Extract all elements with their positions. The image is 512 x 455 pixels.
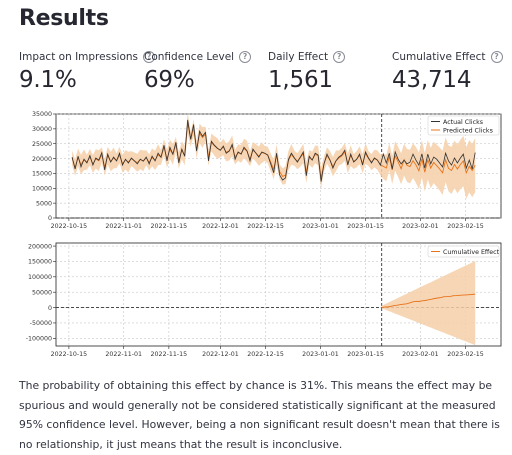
help-icon[interactable]: ?	[143, 51, 156, 63]
impact-charts: 0 5000 10000 15000 20000 25000 30000 35000 2022-…	[26, 111, 502, 358]
help-icon[interactable]: ?	[490, 51, 503, 63]
x-tick-label: 2022-11-01	[105, 351, 142, 358]
legend-box	[427, 115, 500, 136]
metric-cumulative-effect: Cumulative Effect ? 43,714	[392, 51, 503, 93]
x-tick-label: 2022-12-15	[247, 223, 284, 230]
metric-label: Daily Effect	[268, 51, 329, 63]
help-icon[interactable]: ?	[239, 51, 252, 63]
legend-label-predicted: Predicted Clicks	[443, 127, 493, 134]
y-tick-label: 100000	[28, 274, 52, 281]
legend-label-actual: Actual Clicks	[443, 119, 483, 126]
x-tick-label: 2022-11-01	[105, 223, 142, 230]
x-tick-label: 2022-10-15	[51, 351, 88, 358]
actual-clicks-line	[71, 119, 476, 182]
x-tick-label: 2022-11-15	[151, 223, 188, 230]
x-tick-label: 2022-11-15	[151, 351, 188, 358]
metric-confidence: Confidence Level ? 69%	[144, 51, 252, 93]
page-title: Results	[19, 6, 109, 31]
x-tick-label: 2023-02-01	[402, 351, 439, 358]
y-tick-label: 35000	[32, 111, 52, 118]
y-tick-label: 5000	[36, 200, 52, 207]
cumulative-interval-band	[381, 261, 476, 346]
y-tick-label: -50000	[30, 320, 52, 327]
y-tick-label: 10000	[32, 185, 52, 192]
metric-value: 43,714	[392, 67, 472, 93]
metric-value: 69%	[144, 67, 195, 93]
metric-daily-effect: Daily Effect ? 1,561	[268, 51, 346, 93]
y-tick-label: 25000	[32, 141, 52, 148]
metric-label: Confidence Level	[144, 51, 235, 63]
cumulative-effect-line	[381, 293, 476, 309]
metric-label: Cumulative Effect	[392, 51, 486, 63]
x-tick-label: 2023-01-01	[302, 223, 339, 230]
result-description: The probability of obtaining this effect…	[19, 379, 500, 451]
y-tick-label: 30000	[32, 126, 52, 133]
y-tick-label: 0	[48, 305, 52, 312]
x-tick-label: 2023-02-15	[447, 351, 484, 358]
y-tick-label: 200000	[28, 243, 52, 250]
metric-value: 9.1%	[19, 67, 77, 93]
y-tick-label: 50000	[32, 289, 52, 296]
x-tick-label: 2023-02-01	[402, 223, 439, 230]
y-tick-label: -100000	[26, 336, 52, 343]
x-tick-label: 2023-01-15	[347, 223, 384, 230]
y-tick-label: 0	[48, 215, 52, 222]
legend-label-cumulative: Cumulative Effect	[443, 249, 500, 256]
y-tick-label: 150000	[28, 259, 52, 266]
plot-frame	[55, 242, 502, 347]
help-icon[interactable]: ?	[333, 51, 346, 63]
legend-box	[427, 245, 500, 258]
legend: Cumulative Effect	[427, 245, 500, 258]
y-tick-label: 20000	[32, 156, 52, 163]
metric-label: Impact on Impressions	[19, 51, 139, 63]
metric-value: 1,561	[268, 67, 333, 93]
metric-impact: Impact on Impressions ? 9.1%	[19, 51, 156, 93]
x-tick-label: 2022-10-15	[51, 223, 88, 230]
x-tick-label: 2022-12-01	[202, 351, 239, 358]
y-tick-label: 15000	[32, 171, 52, 178]
x-tick-label: 2023-02-15	[447, 223, 484, 230]
x-tick-label: 2023-01-01	[302, 351, 339, 358]
x-tick-label: 2022-12-01	[202, 223, 239, 230]
x-tick-label: 2023-01-15	[347, 351, 384, 358]
x-tick-label: 2022-12-15	[247, 351, 284, 358]
